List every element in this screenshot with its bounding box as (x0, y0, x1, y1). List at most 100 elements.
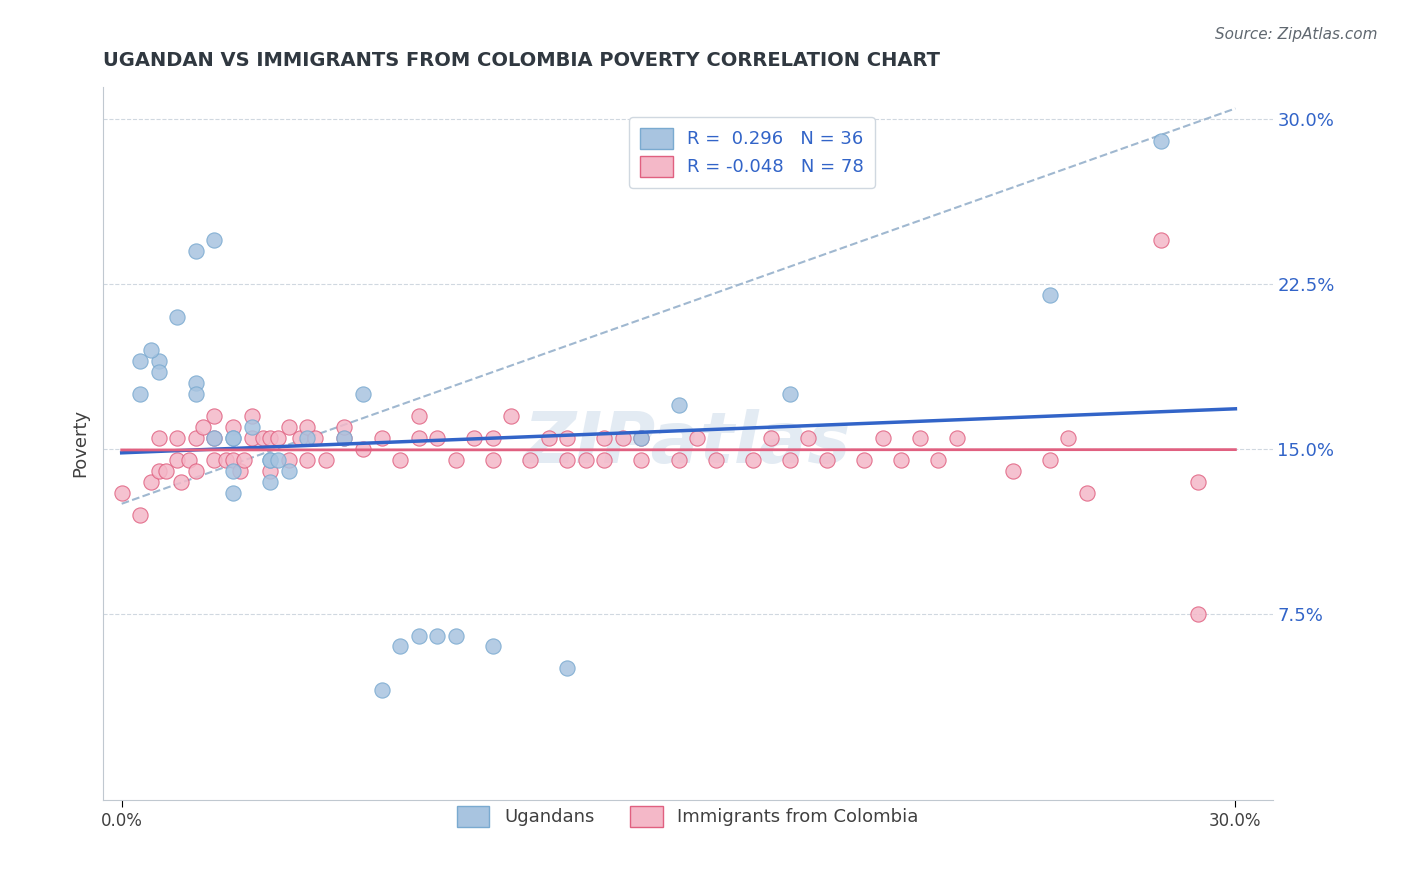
Point (141, 475, 163, 489)
Point (463, 431, 485, 445)
Point (148, 354, 170, 368)
Point (222, 431, 245, 445)
Point (1057, 431, 1080, 445)
Point (668, 398, 690, 412)
Point (593, 453, 616, 467)
Point (333, 431, 356, 445)
Point (668, 453, 690, 467)
Point (259, 453, 281, 467)
Point (1039, 288, 1062, 302)
Point (1076, 485, 1098, 500)
Point (111, 485, 134, 500)
Point (1187, 475, 1209, 489)
Point (333, 420, 356, 434)
Point (259, 453, 281, 467)
Point (222, 464, 245, 478)
Point (408, 409, 430, 423)
Legend: Ugandans, Immigrants from Colombia: Ugandans, Immigrants from Colombia (450, 798, 927, 834)
Point (166, 310, 188, 324)
Point (426, 431, 449, 445)
Point (240, 431, 263, 445)
Point (129, 387, 152, 401)
Point (389, 640, 412, 654)
Point (177, 453, 200, 467)
Point (482, 640, 505, 654)
Point (184, 464, 207, 478)
Point (184, 431, 207, 445)
Point (252, 431, 274, 445)
Text: UGANDAN VS IMMIGRANTS FROM COLOMBIA POVERTY CORRELATION CHART: UGANDAN VS IMMIGRANTS FROM COLOMBIA POVE… (103, 51, 941, 70)
Point (575, 453, 598, 467)
Point (501, 409, 523, 423)
Point (389, 453, 412, 467)
Point (315, 453, 337, 467)
Point (297, 420, 319, 434)
Point (297, 453, 319, 467)
Point (630, 431, 652, 445)
Point (630, 453, 652, 467)
Point (1150, 135, 1173, 149)
Point (129, 354, 152, 368)
Point (277, 453, 299, 467)
Point (797, 431, 820, 445)
Point (240, 420, 263, 434)
Point (277, 464, 299, 478)
Point (853, 453, 876, 467)
Point (233, 453, 256, 467)
Point (166, 431, 188, 445)
Point (229, 464, 252, 478)
Y-axis label: Poverty: Poverty (72, 409, 89, 477)
Point (266, 453, 288, 467)
Point (779, 453, 801, 467)
Point (204, 409, 226, 423)
Point (266, 431, 288, 445)
Point (815, 453, 838, 467)
Point (704, 453, 727, 467)
Point (297, 431, 319, 445)
Point (240, 409, 263, 423)
Point (426, 628, 449, 642)
Point (148, 365, 170, 379)
Point (555, 661, 578, 675)
Point (204, 431, 226, 445)
Point (1001, 464, 1024, 478)
Text: ZIPatlas: ZIPatlas (524, 409, 852, 478)
Point (222, 485, 245, 500)
Point (259, 431, 281, 445)
Point (444, 453, 467, 467)
Point (141, 343, 163, 357)
Point (166, 453, 188, 467)
Point (1150, 233, 1173, 247)
Point (612, 431, 634, 445)
Point (304, 431, 326, 445)
Point (352, 442, 374, 456)
Point (148, 431, 170, 445)
Text: Source: ZipAtlas.com: Source: ZipAtlas.com (1215, 27, 1378, 42)
Point (519, 453, 541, 467)
Point (259, 475, 281, 489)
Point (761, 431, 783, 445)
Point (1187, 607, 1209, 621)
Point (630, 431, 652, 445)
Point (277, 420, 299, 434)
Point (741, 453, 763, 467)
Point (537, 431, 560, 445)
Point (184, 376, 207, 390)
Point (370, 431, 392, 445)
Point (482, 453, 505, 467)
Point (444, 628, 467, 642)
Point (593, 431, 616, 445)
Point (927, 453, 949, 467)
Point (184, 387, 207, 401)
Point (352, 387, 374, 401)
Point (408, 628, 430, 642)
Point (204, 431, 226, 445)
Point (872, 431, 894, 445)
Point (779, 387, 801, 401)
Point (890, 453, 912, 467)
Point (184, 244, 207, 259)
Point (222, 420, 245, 434)
Point (555, 431, 578, 445)
Point (204, 453, 226, 467)
Point (204, 233, 226, 247)
